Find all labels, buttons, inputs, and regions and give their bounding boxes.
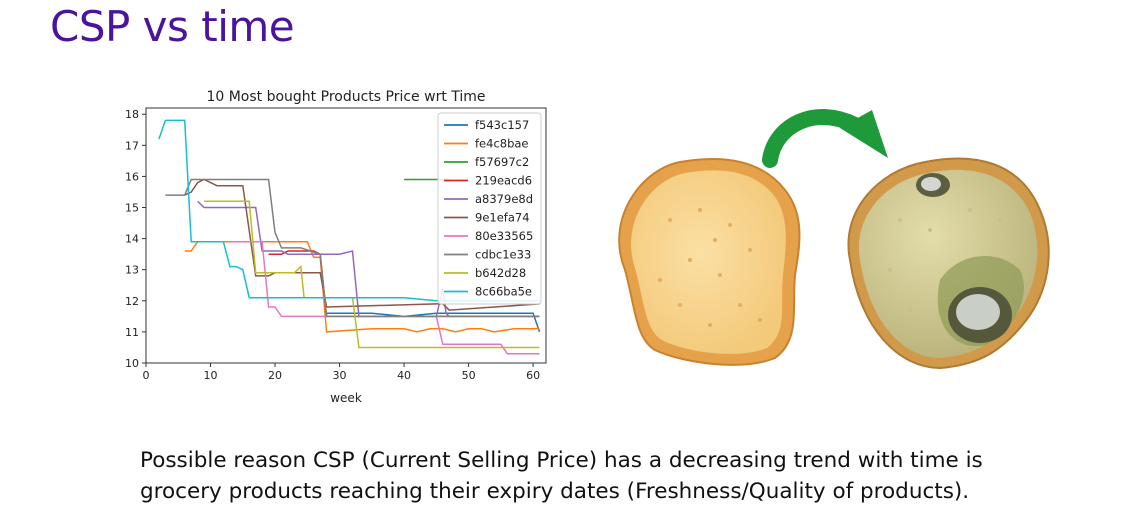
y-tick-label: 13 — [125, 264, 139, 277]
x-tick-label: 20 — [268, 369, 282, 382]
legend-box — [437, 112, 542, 305]
fresh-bread-slice-icon — [618, 157, 801, 366]
y-tick-label: 10 — [125, 357, 139, 370]
axes-ticks: 0 10 20 30 40 50 60 10 11 12 13 14 15 16 17 18 — [125, 108, 540, 382]
y-tick-label: 11 — [125, 326, 139, 339]
legend-label: 219eacd6 — [475, 174, 532, 188]
legend-label: fe4c8bae — [475, 137, 529, 151]
legend-label: f57697c2 — [475, 155, 529, 169]
legend-label: f543c157 — [475, 118, 529, 132]
curved-arrow-icon — [762, 109, 888, 168]
x-axis-label: week — [330, 391, 362, 405]
moldy-bread-slice-icon — [847, 157, 1050, 370]
price-vs-time-chart: 10 Most bought Products Price wrt Time 0… — [125, 89, 547, 405]
bread-freshness-illustration — [618, 109, 1050, 370]
x-tick-label: 60 — [526, 369, 540, 382]
x-tick-label: 10 — [204, 369, 218, 382]
chart-title: 10 Most bought Products Price wrt Time — [206, 89, 485, 105]
y-tick-label: 18 — [125, 108, 139, 121]
series-line-f543c157 — [326, 312, 541, 333]
caption-line-2: grocery products reaching their expiry d… — [140, 479, 970, 504]
x-tick-label: 50 — [462, 369, 476, 382]
y-tick-label: 12 — [125, 295, 139, 308]
x-tick-label: 40 — [397, 369, 411, 382]
y-tick-label: 15 — [125, 202, 139, 215]
legend-label: 9e1efa74 — [475, 211, 530, 225]
caption: Possible reason CSP (Current Selling Pri… — [140, 445, 1060, 507]
series-line-8c66ba5e — [158, 119, 540, 302]
slide-title: CSP vs time — [50, 2, 295, 51]
y-tick-label: 14 — [125, 233, 139, 246]
x-tick-label: 0 — [143, 369, 150, 382]
legend-label: cdbc1e33 — [475, 248, 531, 262]
caption-line-1: Possible reason CSP (Current Selling Pri… — [140, 448, 983, 473]
x-tick-label: 30 — [333, 369, 347, 382]
y-tick-label: 17 — [125, 139, 139, 152]
legend-label: b642d28 — [475, 266, 526, 280]
legend-label: 8c66ba5e — [475, 285, 532, 299]
legend-label: 80e33565 — [475, 229, 533, 243]
y-tick-label: 16 — [125, 170, 139, 183]
legend-label: a8379e8d — [475, 192, 533, 206]
legend: f543c157 fe4c8bae f57697c2 219eacd6 a8379e8d… — [437, 112, 542, 305]
